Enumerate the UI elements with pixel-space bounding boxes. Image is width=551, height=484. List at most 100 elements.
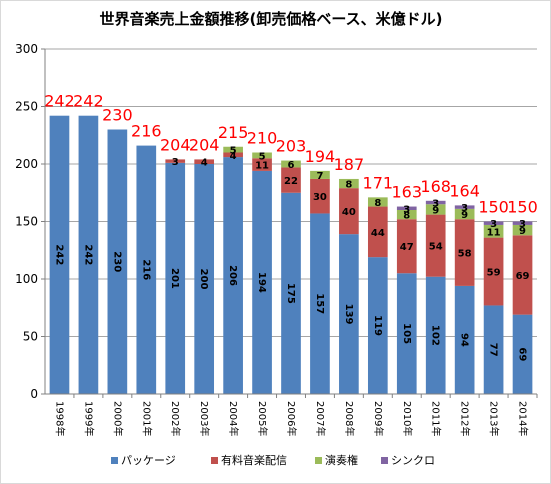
label-performance: 6 <box>288 160 295 171</box>
bars-layer <box>49 115 533 394</box>
y-tick-label: 300 <box>15 42 38 56</box>
label-performance: 9 <box>432 205 439 216</box>
x-tick-label: 2002年 <box>169 401 182 436</box>
label-package: 105 <box>401 323 412 344</box>
x-tick-label: 2012年 <box>459 401 472 436</box>
segment-performance <box>367 197 388 207</box>
legend: パッケージ 有料音楽配信 演奏権 シンクロ <box>111 453 435 467</box>
legend-swatch <box>211 457 218 464</box>
segment-package <box>49 115 70 394</box>
axis-layer: 0 50 100 150 200 250 300 1998年 1999年 2000年 2001年 20… <box>15 42 538 436</box>
total-label: 210 <box>247 129 278 148</box>
legend-swatch <box>111 457 118 464</box>
segment-download <box>165 159 186 163</box>
label-performance: 5 <box>259 151 266 162</box>
y-tick-label: 150 <box>15 215 38 229</box>
segment-sync <box>512 221 533 225</box>
segment-download <box>396 219 417 274</box>
label-sync: 3 <box>519 219 526 230</box>
labels-layer: 2422422422422302302162162013204200420420… <box>44 92 538 362</box>
y-tick-label: 50 <box>23 330 38 344</box>
y-tick-label: 250 <box>15 100 38 114</box>
label-package: 200 <box>198 269 209 290</box>
segment-package <box>281 192 301 394</box>
y-tick-label: 200 <box>15 157 38 171</box>
legend-label: シンクロ <box>391 454 435 467</box>
segment-package <box>454 285 475 394</box>
total-label: 164 <box>449 181 480 200</box>
y-tick-label: 0 <box>30 387 38 401</box>
label-package: 77 <box>488 343 499 357</box>
label-package: 139 <box>343 304 354 325</box>
label-performance: 8 <box>345 180 352 191</box>
total-label: 171 <box>363 173 394 192</box>
label-performance: 9 <box>461 210 468 221</box>
label-package: 175 <box>285 283 296 304</box>
x-tick-label: 2010年 <box>401 401 414 436</box>
total-label: 168 <box>420 177 451 196</box>
segment-download <box>339 188 359 235</box>
x-tick-label: 2006年 <box>285 401 298 436</box>
label-package: 206 <box>227 265 238 286</box>
x-tick-label: 2014年 <box>517 401 530 436</box>
segment-performance <box>396 210 417 220</box>
segment-download <box>454 219 475 286</box>
legend-swatch <box>381 457 388 464</box>
label-sync: 3 <box>490 219 497 230</box>
segment-download <box>483 237 504 306</box>
segment-download <box>367 206 388 258</box>
label-download: 3 <box>172 157 179 168</box>
segment-package <box>78 115 99 394</box>
label-package: 194 <box>256 272 267 293</box>
label-download: 47 <box>400 242 414 253</box>
total-label: 187 <box>334 155 365 174</box>
x-tick-label: 2013年 <box>488 401 501 436</box>
segment-download <box>425 214 446 277</box>
segment-package <box>512 314 533 394</box>
segment-sync <box>454 205 475 209</box>
segment-package <box>223 157 243 394</box>
segment-package <box>194 164 215 394</box>
y-tick-label: 100 <box>15 272 38 286</box>
segment-performance <box>310 170 330 179</box>
segment-download <box>194 159 215 164</box>
label-performance: 11 <box>487 227 501 238</box>
segment-download <box>252 158 272 171</box>
x-tick-label: 2004年 <box>227 401 240 436</box>
segment-performance <box>252 152 272 159</box>
label-package: 94 <box>459 333 470 347</box>
label-download: 11 <box>255 161 269 172</box>
x-tick-label: 2009年 <box>372 401 385 436</box>
total-label: 163 <box>391 183 422 202</box>
legend-swatch <box>315 457 322 464</box>
segment-performance <box>512 224 533 236</box>
total-label: 216 <box>131 122 162 141</box>
total-label: 215 <box>218 123 249 142</box>
label-download: 4 <box>201 158 208 169</box>
label-package: 216 <box>140 259 151 280</box>
segment-performance <box>454 208 475 220</box>
x-tick-label: 2001年 <box>140 401 153 436</box>
segment-package <box>425 276 446 394</box>
segment-package <box>396 273 417 394</box>
chart-title: 世界音楽売上金額推移(卸売価格ベース、米億ドル) <box>100 10 443 28</box>
segment-performance <box>223 146 243 153</box>
total-label: 242 <box>73 92 104 111</box>
label-download: 30 <box>313 192 327 203</box>
segment-sync <box>425 200 446 205</box>
x-tick-label: 1999年 <box>82 401 95 436</box>
legend-label: 有料音楽配信 <box>221 453 287 467</box>
label-sync: 3 <box>461 203 468 214</box>
label-package: 102 <box>430 325 441 346</box>
label-performance: 8 <box>403 211 410 222</box>
label-download: 22 <box>284 176 298 187</box>
x-tick-label: 2008年 <box>343 401 356 436</box>
x-tick-label: 1998年 <box>53 401 66 436</box>
total-label: 242 <box>44 92 75 111</box>
label-performance: 7 <box>316 171 323 182</box>
segment-package <box>107 129 128 394</box>
segment-download <box>223 152 243 158</box>
label-download: 40 <box>342 207 356 218</box>
label-package: 242 <box>53 244 64 265</box>
segment-sync <box>396 206 417 210</box>
